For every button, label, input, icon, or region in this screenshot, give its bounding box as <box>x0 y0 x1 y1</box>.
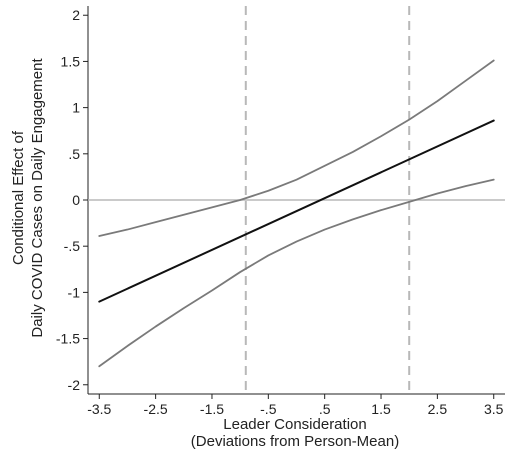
y-axis-title-line2: Daily COVID Cases on Daily Engagement <box>29 58 46 338</box>
x-tick-label: 2.5 <box>428 401 448 417</box>
x-tick-label: 1.5 <box>371 401 391 417</box>
y-tick-label: 2 <box>72 7 80 23</box>
y-tick-label: -2 <box>68 377 81 393</box>
y-tick-labels: 21.51.50-.5-1-1.5-2 <box>56 7 80 393</box>
y-tick-label: 1 <box>72 100 80 116</box>
y-tick-label: 0 <box>72 192 80 208</box>
x-tick-label: -.5 <box>260 401 277 417</box>
x-tick-label: -3.5 <box>87 401 111 417</box>
x-axis-title-line1: Leader Consideration <box>223 416 366 433</box>
y-tick-label: .5 <box>68 146 80 162</box>
x-tick-labels: -3.5 -2.5 -1.5 -.5 .5 1.5 2.5 3.5 <box>87 401 503 417</box>
upper-ci-line <box>98 59 495 237</box>
conditional-effect-line <box>98 119 495 303</box>
x-tick-label: -2.5 <box>144 401 168 417</box>
lower-ci-line <box>98 178 495 368</box>
y-axis-title-line1: Conditional Effect of <box>10 130 27 265</box>
x-axis-title-line2: (Deviations from Person-Mean) <box>191 433 399 450</box>
y-tick-label: -1.5 <box>56 331 80 347</box>
x-tick-label: .5 <box>319 401 331 417</box>
x-tick-label: -1.5 <box>200 401 224 417</box>
y-tick-label: 1.5 <box>61 53 81 69</box>
y-tick-label: -1 <box>68 284 81 300</box>
y-tick-label: -.5 <box>64 238 81 254</box>
x-tick-label: 3.5 <box>484 401 504 417</box>
